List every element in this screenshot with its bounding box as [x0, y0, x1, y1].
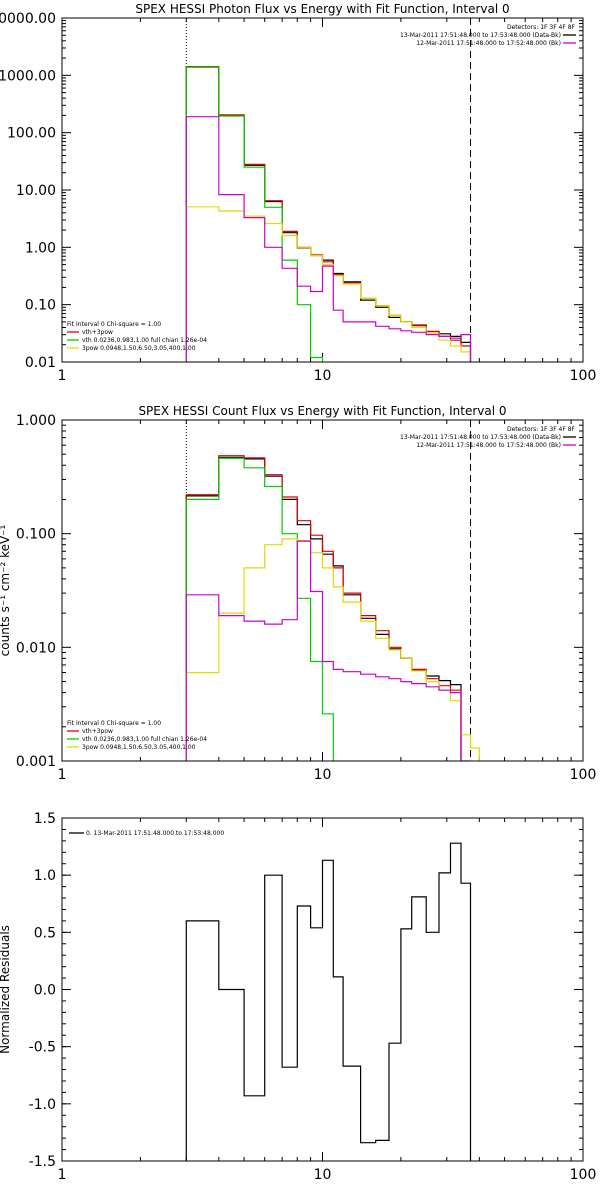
plot-area [185, 455, 494, 761]
x-tick-label: 1 [58, 368, 67, 384]
series-line-4 [185, 538, 494, 761]
y-tick-label: 0.010 [16, 640, 56, 656]
x-tick-label: 10 [314, 1167, 332, 1183]
legend-fit: Fit Interval 0 Chi-square = 1.00vth+3pow… [67, 720, 207, 751]
y-tick-label: -1.0 [29, 1097, 56, 1113]
y-tick-label: 1000.00 [0, 68, 56, 84]
legend-top-text: 12-Mar-2011 17:51:48.000 to 17:52:48.000… [416, 40, 561, 47]
x-tick-label: 1 [58, 767, 67, 783]
y-axis-label: counts s⁻¹ cm⁻² keV⁻¹ [0, 524, 12, 656]
chart-panel-3: Normalized Residuals 1 10 100 -1.5 -1.0 -0.5 0.… [0, 811, 596, 1183]
y-tick-label: 0.01 [25, 355, 56, 371]
legend-fit-text: 3pow 0.0948,1.50,6.50,3.05,400,1.00 [82, 744, 196, 751]
legend-top-text: Detectors: 1F 3F 4F 8F [507, 426, 576, 433]
x-tick-label: 100 [570, 767, 597, 783]
legend-text: 0. 13-Mar-2011 17:51:48.000 to 17:53:48.… [86, 830, 224, 837]
y-tick-label: 100.00 [7, 126, 56, 142]
legend-fit-text: vth 0.0236,0.983,1.00 full chian 1.26e-0… [82, 337, 207, 344]
x-tick-label: 100 [570, 1167, 597, 1183]
series-line-3 [185, 457, 462, 761]
y-tick-label: 1.0 [34, 868, 56, 884]
chart-panels: SPEX HESSI Photon Flux vs Energy with Fi… [0, 2, 596, 1183]
legend-top-text: Detectors: 1F 3F 4F 8F [507, 24, 576, 31]
y-tick-label: -0.5 [29, 1040, 56, 1056]
legend-residuals: 0. 13-Mar-2011 17:51:48.000 to 17:53:48.… [69, 830, 224, 837]
y-tick-label: 0.0 [34, 983, 56, 999]
series-line-2 [185, 66, 472, 362]
y-tick-label: 0.5 [34, 925, 56, 941]
y-tick-label: 1.000 [16, 413, 56, 429]
series-line-1 [185, 66, 472, 362]
y-tick-label: 1.5 [34, 811, 56, 827]
legend-fit-text: Fit Interval 0 Chi-square = 1.00 [67, 720, 161, 727]
x-tick-label: 10 [314, 767, 332, 783]
series-line-5 [185, 540, 471, 761]
y-tick-label: 0.10 [25, 298, 56, 314]
chart-panel-1: SPEX HESSI Photon Flux vs Energy with Fi… [0, 2, 597, 384]
legend-top-text: 13-Mar-2011 17:51:48.000 to 17:53:48.000… [400, 434, 561, 441]
chart-panel-2: SPEX HESSI Count Flux vs Energy with Fit… [0, 404, 597, 783]
y-tick-label: 1.00 [25, 240, 56, 256]
series-line-5 [185, 116, 472, 362]
x-tick-label: 10 [314, 368, 332, 384]
legend-fit-text: 3pow 0.0948,1.50,6.50,3.05,400,1.00 [82, 345, 196, 352]
series-line-1 [185, 456, 462, 761]
plot-frame [61, 817, 584, 1162]
y-tick-label: 0.001 [16, 754, 56, 770]
y-tick-label: 10.00 [16, 183, 56, 199]
series-line-4 [185, 206, 472, 362]
x-tick-label: 100 [570, 368, 597, 384]
legend-fit-text: vth+3pow [82, 329, 113, 336]
series-line-1 [185, 842, 472, 1161]
legend-fit-text: Fit Interval 0 Chi-square = 1.00 [67, 321, 161, 328]
plot-frame [61, 17, 584, 363]
legend-top-text: 13-Mar-2011 17:51:48.000 to 17:53:48.000… [400, 32, 561, 39]
y-tick-label: -1.5 [29, 1154, 56, 1170]
plot-area [185, 66, 472, 362]
legend-top-text: 12-Mar-2011 17:51:48.000 to 17:52:48.000… [416, 442, 561, 449]
plot-frame [61, 419, 584, 762]
series-line-3 [185, 66, 472, 362]
legend-fit-text: vth 0.0236,0.983,1.00 full chian 1.26e-0… [82, 736, 207, 743]
chart-title: SPEX HESSI Photon Flux vs Energy with Fi… [135, 2, 509, 16]
series-line-2 [185, 455, 462, 761]
legend-fit: Fit Interval 0 Chi-square = 1.00vth+3pow… [67, 321, 207, 352]
x-tick-label: 1 [58, 1167, 67, 1183]
y-tick-label: 0.100 [16, 527, 56, 543]
y-tick-label: 0000.00 [0, 11, 56, 27]
legend-fit-text: vth+3pow [82, 728, 113, 735]
chart-title: SPEX HESSI Count Flux vs Energy with Fit… [138, 404, 506, 418]
y-axis-label: Normalized Residuals [0, 925, 12, 1054]
plot-area [185, 842, 472, 1161]
